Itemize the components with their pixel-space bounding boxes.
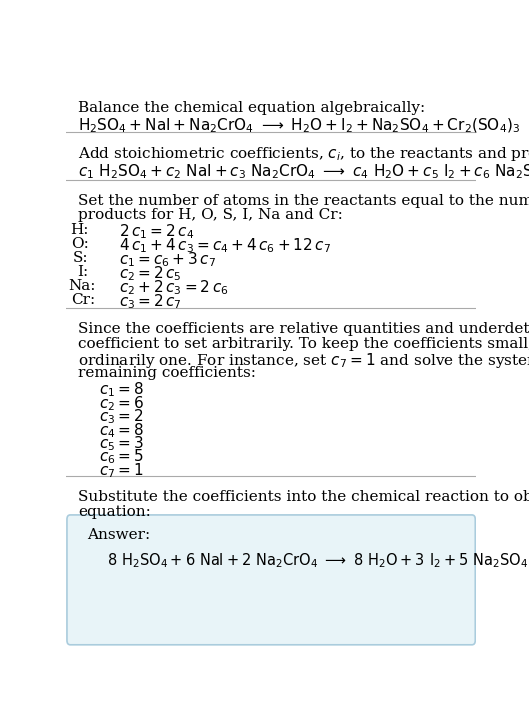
Text: $c_1 = 8$: $c_1 = 8$ <box>99 380 144 399</box>
Text: O:: O: <box>71 237 89 251</box>
Text: Since the coefficients are relative quantities and underdetermined, choose a: Since the coefficients are relative quan… <box>78 322 529 337</box>
Text: $c_2 = 6$: $c_2 = 6$ <box>99 394 144 413</box>
Text: Add stoichiometric coefficients, $c_i$, to the reactants and products:: Add stoichiometric coefficients, $c_i$, … <box>78 145 529 164</box>
Text: Set the number of atoms in the reactants equal to the number of atoms in the: Set the number of atoms in the reactants… <box>78 193 529 208</box>
Text: Answer:: Answer: <box>87 528 150 542</box>
Text: I:: I: <box>77 265 89 278</box>
Text: S:: S: <box>73 251 89 265</box>
Text: coefficient to set arbitrarily. To keep the coefficients small, the arbitrary va: coefficient to set arbitrarily. To keep … <box>78 337 529 351</box>
Text: $2\,c_1 = 2\,c_4$: $2\,c_1 = 2\,c_4$ <box>120 222 195 241</box>
Text: H:: H: <box>70 222 89 237</box>
Text: $c_2 = 2\,c_5$: $c_2 = 2\,c_5$ <box>120 265 182 284</box>
Text: Substitute the coefficients into the chemical reaction to obtain the balanced: Substitute the coefficients into the che… <box>78 490 529 505</box>
Text: $c_7 = 1$: $c_7 = 1$ <box>99 461 143 480</box>
Text: $\mathrm{H_2SO_4 + NaI + Na_2CrO_4 \ \longrightarrow \ H_2O + I_2 + Na_2SO_4 + C: $\mathrm{H_2SO_4 + NaI + Na_2CrO_4 \ \lo… <box>78 116 521 134</box>
Text: equation:: equation: <box>78 505 151 519</box>
Text: $8\ \mathrm{H_2SO_4} + 6\ \mathrm{NaI} + 2\ \mathrm{Na_2CrO_4} \ \longrightarrow: $8\ \mathrm{H_2SO_4} + 6\ \mathrm{NaI} +… <box>107 552 529 570</box>
Text: products for H, O, S, I, Na and Cr:: products for H, O, S, I, Na and Cr: <box>78 208 343 222</box>
Text: $c_6 = 5$: $c_6 = 5$ <box>99 448 143 467</box>
Text: $c_5 = 3$: $c_5 = 3$ <box>99 434 144 453</box>
Text: $c_1\ \mathrm{H_2SO_4} + c_2\ \mathrm{NaI} + c_3\ \mathrm{Na_2CrO_4} \ \longrigh: $c_1\ \mathrm{H_2SO_4} + c_2\ \mathrm{Na… <box>78 162 529 180</box>
Text: Na:: Na: <box>68 278 96 293</box>
Text: $c_3 = 2$: $c_3 = 2$ <box>99 407 143 426</box>
Text: Balance the chemical equation algebraically:: Balance the chemical equation algebraica… <box>78 101 426 116</box>
Text: $4\,c_1 + 4\,c_3 = c_4 + 4\,c_6 + 12\,c_7$: $4\,c_1 + 4\,c_3 = c_4 + 4\,c_6 + 12\,c_… <box>120 237 332 255</box>
Text: Cr:: Cr: <box>71 293 96 307</box>
Text: $c_3 = 2\,c_7$: $c_3 = 2\,c_7$ <box>120 293 182 311</box>
Text: remaining coefficients:: remaining coefficients: <box>78 366 257 380</box>
Text: ordinarily one. For instance, set $c_7 = 1$ and solve the system of equations fo: ordinarily one. For instance, set $c_7 =… <box>78 351 529 371</box>
Text: $c_2 + 2\,c_3 = 2\,c_6$: $c_2 + 2\,c_3 = 2\,c_6$ <box>120 278 229 297</box>
Text: $c_1 = c_6 + 3\,c_7$: $c_1 = c_6 + 3\,c_7$ <box>120 251 216 270</box>
FancyBboxPatch shape <box>67 515 475 645</box>
Text: $c_4 = 8$: $c_4 = 8$ <box>99 421 144 440</box>
